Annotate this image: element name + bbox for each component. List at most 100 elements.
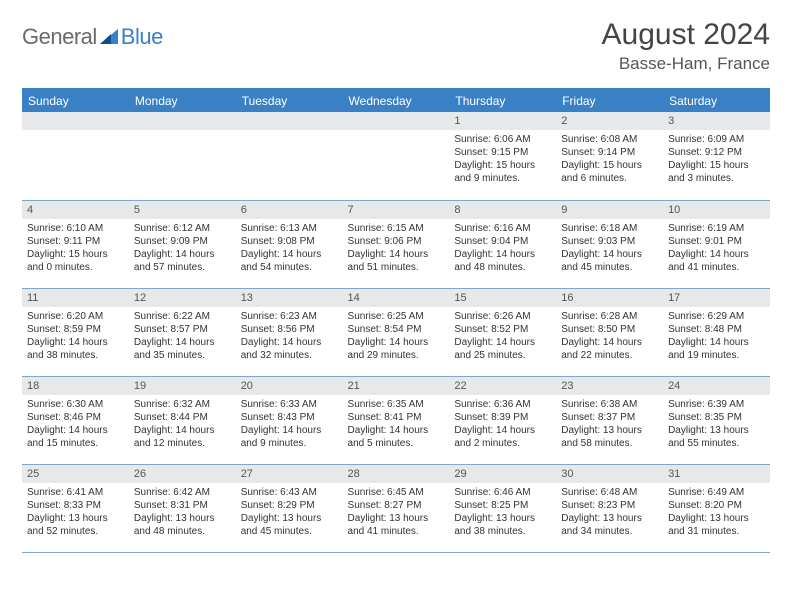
day-content: Sunrise: 6:46 AMSunset: 8:25 PMDaylight:… [449, 483, 556, 542]
calendar-day-cell: 11Sunrise: 6:20 AMSunset: 8:59 PMDayligh… [22, 288, 129, 376]
calendar-day-cell: 18Sunrise: 6:30 AMSunset: 8:46 PMDayligh… [22, 376, 129, 464]
sunrise-text: Sunrise: 6:28 AM [561, 310, 658, 323]
day-number: 31 [663, 465, 770, 483]
day-content: Sunrise: 6:22 AMSunset: 8:57 PMDaylight:… [129, 307, 236, 366]
sunrise-text: Sunrise: 6:23 AM [241, 310, 338, 323]
day-content: Sunrise: 6:18 AMSunset: 9:03 PMDaylight:… [556, 219, 663, 278]
calendar-page: General Blue August 2024 Basse-Ham, Fran… [0, 0, 792, 571]
sunset-text: Sunset: 8:29 PM [241, 499, 338, 512]
sunset-text: Sunset: 8:48 PM [668, 323, 765, 336]
daylight-text: Daylight: 14 hours and 57 minutes. [134, 248, 231, 274]
sunset-text: Sunset: 8:31 PM [134, 499, 231, 512]
sunset-text: Sunset: 9:03 PM [561, 235, 658, 248]
sunrise-text: Sunrise: 6:13 AM [241, 222, 338, 235]
sunset-text: Sunset: 9:06 PM [348, 235, 445, 248]
sunset-text: Sunset: 8:56 PM [241, 323, 338, 336]
calendar-week-row: 1Sunrise: 6:06 AMSunset: 9:15 PMDaylight… [22, 112, 770, 200]
calendar-day-cell: 16Sunrise: 6:28 AMSunset: 8:50 PMDayligh… [556, 288, 663, 376]
daylight-text: Daylight: 13 hours and 38 minutes. [454, 512, 551, 538]
title-block: August 2024 Basse-Ham, France [602, 18, 770, 74]
sunrise-text: Sunrise: 6:49 AM [668, 486, 765, 499]
day-number [236, 112, 343, 130]
day-content: Sunrise: 6:36 AMSunset: 8:39 PMDaylight:… [449, 395, 556, 454]
daylight-text: Daylight: 14 hours and 15 minutes. [27, 424, 124, 450]
logo: General Blue [22, 18, 163, 50]
daylight-text: Daylight: 13 hours and 48 minutes. [134, 512, 231, 538]
sunset-text: Sunset: 8:35 PM [668, 411, 765, 424]
day-number: 26 [129, 465, 236, 483]
calendar-day-cell: 5Sunrise: 6:12 AMSunset: 9:09 PMDaylight… [129, 200, 236, 288]
sunrise-text: Sunrise: 6:30 AM [27, 398, 124, 411]
sunset-text: Sunset: 9:08 PM [241, 235, 338, 248]
day-number: 22 [449, 377, 556, 395]
sunrise-text: Sunrise: 6:15 AM [348, 222, 445, 235]
calendar-day-cell: 29Sunrise: 6:46 AMSunset: 8:25 PMDayligh… [449, 464, 556, 552]
sunrise-text: Sunrise: 6:25 AM [348, 310, 445, 323]
weekday-header-row: Sunday Monday Tuesday Wednesday Thursday… [22, 89, 770, 112]
day-number: 12 [129, 289, 236, 307]
calendar-day-cell: 17Sunrise: 6:29 AMSunset: 8:48 PMDayligh… [663, 288, 770, 376]
sunset-text: Sunset: 8:37 PM [561, 411, 658, 424]
sunset-text: Sunset: 8:39 PM [454, 411, 551, 424]
day-number: 6 [236, 201, 343, 219]
calendar-body: 1Sunrise: 6:06 AMSunset: 9:15 PMDaylight… [22, 112, 770, 552]
logo-text-blue: Blue [121, 24, 163, 50]
calendar-day-cell: 23Sunrise: 6:38 AMSunset: 8:37 PMDayligh… [556, 376, 663, 464]
sunrise-text: Sunrise: 6:18 AM [561, 222, 658, 235]
daylight-text: Daylight: 14 hours and 2 minutes. [454, 424, 551, 450]
day-content: Sunrise: 6:26 AMSunset: 8:52 PMDaylight:… [449, 307, 556, 366]
day-number [22, 112, 129, 130]
sunset-text: Sunset: 9:04 PM [454, 235, 551, 248]
day-content: Sunrise: 6:20 AMSunset: 8:59 PMDaylight:… [22, 307, 129, 366]
day-content: Sunrise: 6:15 AMSunset: 9:06 PMDaylight:… [343, 219, 450, 278]
day-number: 28 [343, 465, 450, 483]
sunrise-text: Sunrise: 6:22 AM [134, 310, 231, 323]
sunset-text: Sunset: 9:11 PM [27, 235, 124, 248]
calendar-week-row: 25Sunrise: 6:41 AMSunset: 8:33 PMDayligh… [22, 464, 770, 552]
daylight-text: Daylight: 13 hours and 31 minutes. [668, 512, 765, 538]
sunset-text: Sunset: 9:14 PM [561, 146, 658, 159]
day-number: 17 [663, 289, 770, 307]
logo-triangle-icon [99, 27, 119, 47]
sunset-text: Sunset: 8:23 PM [561, 499, 658, 512]
sunset-text: Sunset: 9:01 PM [668, 235, 765, 248]
calendar-day-cell: 2Sunrise: 6:08 AMSunset: 9:14 PMDaylight… [556, 112, 663, 200]
daylight-text: Daylight: 14 hours and 48 minutes. [454, 248, 551, 274]
day-number: 3 [663, 112, 770, 130]
sunset-text: Sunset: 8:46 PM [27, 411, 124, 424]
day-content: Sunrise: 6:43 AMSunset: 8:29 PMDaylight:… [236, 483, 343, 542]
calendar-day-cell: 15Sunrise: 6:26 AMSunset: 8:52 PMDayligh… [449, 288, 556, 376]
day-content: Sunrise: 6:32 AMSunset: 8:44 PMDaylight:… [129, 395, 236, 454]
day-content: Sunrise: 6:30 AMSunset: 8:46 PMDaylight:… [22, 395, 129, 454]
calendar-day-cell: 26Sunrise: 6:42 AMSunset: 8:31 PMDayligh… [129, 464, 236, 552]
calendar-day-cell: 28Sunrise: 6:45 AMSunset: 8:27 PMDayligh… [343, 464, 450, 552]
sunrise-text: Sunrise: 6:32 AM [134, 398, 231, 411]
calendar-day-cell: 1Sunrise: 6:06 AMSunset: 9:15 PMDaylight… [449, 112, 556, 200]
logo-text-general: General [22, 24, 97, 50]
daylight-text: Daylight: 13 hours and 41 minutes. [348, 512, 445, 538]
day-content: Sunrise: 6:25 AMSunset: 8:54 PMDaylight:… [343, 307, 450, 366]
sunrise-text: Sunrise: 6:29 AM [668, 310, 765, 323]
day-number [129, 112, 236, 130]
day-content: Sunrise: 6:29 AMSunset: 8:48 PMDaylight:… [663, 307, 770, 366]
calendar-table: Sunday Monday Tuesday Wednesday Thursday… [22, 88, 770, 553]
day-content: Sunrise: 6:39 AMSunset: 8:35 PMDaylight:… [663, 395, 770, 454]
calendar-day-cell: 3Sunrise: 6:09 AMSunset: 9:12 PMDaylight… [663, 112, 770, 200]
calendar-day-cell: 24Sunrise: 6:39 AMSunset: 8:35 PMDayligh… [663, 376, 770, 464]
sunrise-text: Sunrise: 6:26 AM [454, 310, 551, 323]
calendar-day-cell: 27Sunrise: 6:43 AMSunset: 8:29 PMDayligh… [236, 464, 343, 552]
day-number: 4 [22, 201, 129, 219]
sunset-text: Sunset: 8:50 PM [561, 323, 658, 336]
day-content: Sunrise: 6:28 AMSunset: 8:50 PMDaylight:… [556, 307, 663, 366]
header: General Blue August 2024 Basse-Ham, Fran… [22, 18, 770, 74]
day-content: Sunrise: 6:42 AMSunset: 8:31 PMDaylight:… [129, 483, 236, 542]
daylight-text: Daylight: 14 hours and 19 minutes. [668, 336, 765, 362]
weekday-header: Thursday [449, 89, 556, 112]
sunrise-text: Sunrise: 6:08 AM [561, 133, 658, 146]
day-number: 1 [449, 112, 556, 130]
sunrise-text: Sunrise: 6:42 AM [134, 486, 231, 499]
calendar-day-cell: 8Sunrise: 6:16 AMSunset: 9:04 PMDaylight… [449, 200, 556, 288]
calendar-day-cell [343, 112, 450, 200]
daylight-text: Daylight: 15 hours and 9 minutes. [454, 159, 551, 185]
day-number: 18 [22, 377, 129, 395]
